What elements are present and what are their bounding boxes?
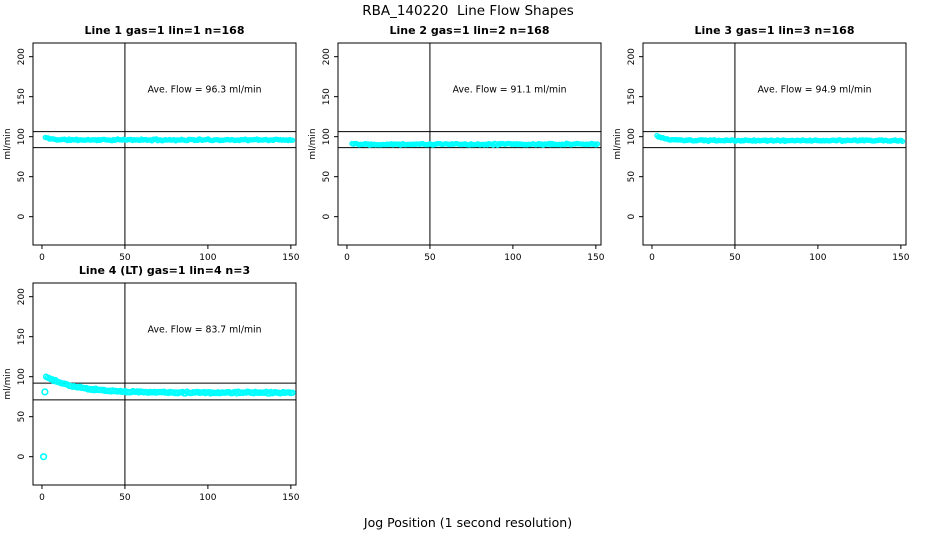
- ave-flow-annotation: Ave. Flow = 94.9 ml/min: [758, 85, 872, 96]
- reference-lines: [33, 283, 296, 485]
- y-tick-label: 200: [17, 48, 27, 65]
- x-tick-label: 0: [344, 253, 350, 263]
- y-tick-label: 50: [627, 171, 637, 183]
- chart-svg: Line 2 gas=1 lin=2 n=168 0 50 100 150 200 0 50 1…: [308, 25, 605, 263]
- y-tick-label: 100: [322, 128, 332, 145]
- y-tick-label: 100: [17, 368, 27, 385]
- axes: 0 50 100 150 200 0 50 100 150 ml/min: [3, 282, 300, 503]
- y-tick-label: 150: [322, 88, 332, 105]
- page-title: RBA_140220 Line Flow Shapes: [362, 3, 574, 19]
- x-tick-label: 150: [587, 253, 604, 263]
- reference-lines: [643, 43, 906, 245]
- chart-svg: Line 4 (LT) gas=1 lin=4 n=30501001502000…: [3, 265, 300, 503]
- subplot-title: Line 4 (LT) gas=1 lin=4 n=3: [79, 265, 250, 277]
- y-tick-label: 200: [322, 48, 332, 65]
- y-tick-label: 0: [17, 214, 27, 220]
- chart-svg: Line 1 gas=1 lin=1 n=168 0 50 100 150 200 0 50 1…: [3, 25, 300, 263]
- x-tick-label: 100: [504, 253, 521, 263]
- y-tick-label: 0: [17, 454, 27, 460]
- x-tick-label: 100: [199, 493, 216, 503]
- axes: 0 50 100 150 200 0 50 100 150 ml/min: [613, 42, 910, 263]
- x-tick-label: 50: [424, 253, 436, 263]
- axes: 0 50 100 150 200 0 50 100 150 ml/min: [3, 42, 300, 263]
- ave-flow-annotation: Ave. Flow = 96.3 ml/min: [148, 85, 262, 96]
- chart-svg: Line 3 gas=1 lin=3 n=168 0 50 100 150 200 0 50 1…: [613, 25, 910, 263]
- y-tick-label: 200: [627, 48, 637, 65]
- x-tick-label: 0: [39, 493, 45, 503]
- x-tick-label: 150: [892, 253, 909, 263]
- y-axis-label: ml/min: [613, 128, 623, 159]
- y-tick-label: 0: [322, 214, 332, 220]
- x-tick-label: 150: [282, 253, 299, 263]
- x-tick-label: 100: [809, 253, 826, 263]
- reference-lines: [33, 43, 296, 245]
- data-points: [42, 134, 296, 144]
- y-tick-label: 100: [17, 128, 27, 145]
- x-tick-label: 50: [729, 253, 741, 263]
- subplot-line2: Line 2 gas=1 lin=2 n=168 0 50 100 150 200 0 50 1…: [305, 25, 617, 300]
- subplot-title: Line 1 gas=1 lin=1 n=168: [84, 25, 244, 37]
- subplot-title: Line 2 gas=1 lin=2 n=168: [389, 25, 549, 37]
- x-tick-label: 150: [282, 493, 299, 503]
- x-tick-label: 50: [119, 253, 131, 263]
- y-tick-label: 150: [17, 88, 27, 105]
- y-tick-label: 50: [17, 171, 27, 183]
- data-points: [39, 373, 296, 461]
- x-tick-label: 50: [119, 493, 131, 503]
- ave-flow-annotation: Ave. Flow = 83.7 ml/min: [148, 325, 262, 336]
- subplot-line4: Line 4 (LT) gas=1 lin=4 n=3 0 50 100 150 200 0…: [0, 265, 312, 540]
- x-tick-label: 0: [39, 253, 45, 263]
- y-tick-label: 50: [322, 171, 332, 183]
- x-axis-shared-label: Jog Position (1 second resolution): [363, 515, 573, 530]
- y-tick-label: 150: [627, 88, 637, 105]
- subplot-line3: Line 3 gas=1 lin=3 n=168 0 50 100 150 200 0 50 1…: [610, 25, 922, 300]
- subplot-line1: Line 1 gas=1 lin=1 n=168 0 50 100 150 200 0 50 1…: [0, 25, 312, 300]
- ave-flow-annotation: Ave. Flow = 91.1 ml/min: [453, 85, 567, 96]
- y-tick-label: 50: [17, 411, 27, 423]
- data-points: [349, 140, 601, 148]
- data-points: [654, 132, 906, 145]
- y-axis-label: ml/min: [3, 128, 13, 159]
- y-tick-label: 150: [17, 328, 27, 345]
- y-axis-label: ml/min: [3, 368, 13, 399]
- y-tick-label: 0: [627, 214, 637, 220]
- axes: 0 50 100 150 200 0 50 100 150 ml/min: [308, 42, 605, 263]
- y-axis-label: ml/min: [308, 128, 318, 159]
- subplot-title: Line 3 gas=1 lin=3 n=168: [694, 25, 854, 37]
- y-tick-label: 200: [17, 288, 27, 305]
- x-tick-label: 100: [199, 253, 216, 263]
- y-tick-label: 100: [627, 128, 637, 145]
- x-tick-label: 0: [649, 253, 655, 263]
